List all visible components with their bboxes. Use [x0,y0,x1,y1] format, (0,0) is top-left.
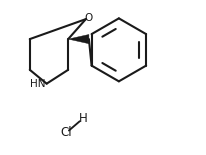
Text: HN: HN [30,79,46,89]
Text: O: O [84,13,92,23]
Text: H: H [79,112,88,125]
Text: Cl: Cl [61,126,72,139]
Polygon shape [68,35,89,44]
